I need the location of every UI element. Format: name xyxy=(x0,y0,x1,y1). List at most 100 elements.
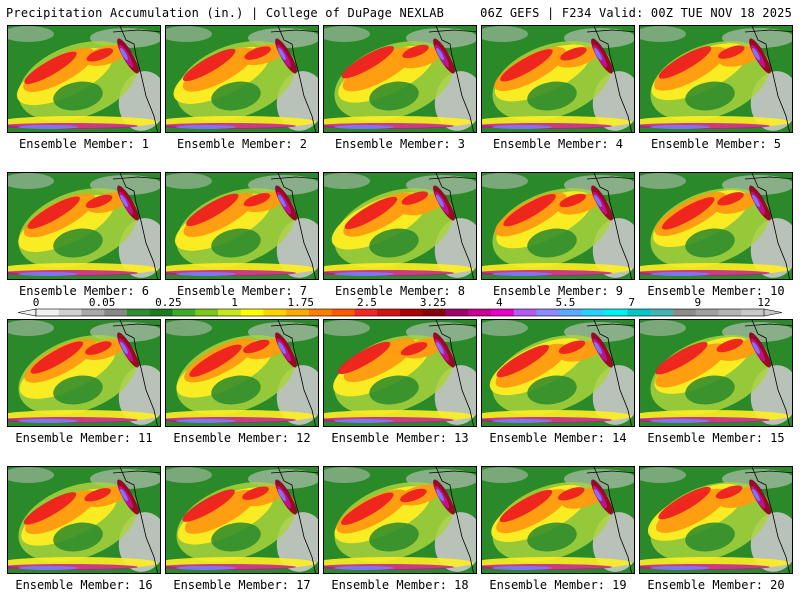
precip-area xyxy=(186,193,239,226)
colorbar-min-arrow xyxy=(17,308,37,317)
colorbar-swatch xyxy=(195,309,219,316)
precip-area xyxy=(118,71,160,131)
ensemble-member-label: Ensemble Member: 8 xyxy=(334,284,466,298)
ensemble-map-panel xyxy=(165,466,319,574)
precip-area xyxy=(640,26,686,42)
country-border xyxy=(586,29,634,33)
country-border xyxy=(744,29,792,33)
precip-area xyxy=(334,419,394,423)
coastline xyxy=(751,173,790,279)
coastline xyxy=(751,467,790,573)
precip-area xyxy=(752,341,760,355)
precip-area xyxy=(654,46,726,91)
colorbar-tick-label: 1 xyxy=(231,296,238,309)
ensemble-member-label: Ensemble Member: 17 xyxy=(173,578,311,592)
precip-area xyxy=(658,486,711,520)
precip-map xyxy=(166,467,318,573)
precip-area xyxy=(650,272,710,276)
country-border xyxy=(112,470,160,474)
precip-area xyxy=(750,71,792,131)
ensemble-map-panel xyxy=(639,466,793,574)
precip-area xyxy=(492,566,552,570)
precip-area xyxy=(527,81,577,111)
precip-area xyxy=(211,81,261,111)
precip-area xyxy=(640,467,686,483)
precip-area xyxy=(243,339,270,354)
precip-map xyxy=(324,320,476,426)
colorbar-swatch xyxy=(81,309,105,316)
coastline xyxy=(435,467,474,573)
precip-area xyxy=(18,272,78,276)
precip-area xyxy=(53,522,103,552)
precip-area xyxy=(752,488,760,502)
coastline xyxy=(435,320,474,426)
country-border xyxy=(744,176,792,180)
precip-area xyxy=(166,467,212,483)
coastline xyxy=(593,467,632,573)
colorbar-tick-label: 12 xyxy=(757,296,770,309)
colorbar-tick-label: 4 xyxy=(496,296,503,309)
precip-area xyxy=(278,341,286,355)
precip-area xyxy=(242,486,269,500)
precip-area xyxy=(482,320,528,336)
colorbar-swatch xyxy=(218,309,242,316)
precip-map xyxy=(482,320,634,426)
precip-area xyxy=(243,193,271,207)
precip-area xyxy=(211,228,261,258)
ensemble-map-panel xyxy=(165,25,319,133)
precip-area xyxy=(482,467,528,483)
precip-area xyxy=(18,566,78,570)
ensemble-map-panel xyxy=(7,172,161,280)
precip-area xyxy=(276,512,318,572)
precip-area xyxy=(594,341,602,355)
ensemble-member-label: Ensemble Member: 2 xyxy=(176,137,308,151)
colorbar-swatch xyxy=(400,309,424,316)
precip-area xyxy=(527,522,577,552)
coastline xyxy=(277,320,316,426)
colorbar-swatch xyxy=(741,309,765,316)
precip-area xyxy=(718,45,745,59)
precip-area xyxy=(120,194,128,208)
precip-area xyxy=(492,125,552,129)
ensemble-map-panel xyxy=(323,25,477,133)
precip-area xyxy=(495,343,568,388)
ensemble-member-label: Ensemble Member: 13 xyxy=(331,431,469,445)
colorbar-swatch xyxy=(286,309,310,316)
coastline xyxy=(119,173,158,279)
precip-area xyxy=(752,47,760,61)
precip-map xyxy=(640,320,792,426)
precip-area xyxy=(400,488,427,503)
precip-area xyxy=(369,522,419,552)
precip-area xyxy=(640,173,686,189)
ensemble-member-label: Ensemble Member: 15 xyxy=(647,431,785,445)
precip-area xyxy=(344,196,398,230)
precip-area xyxy=(278,488,286,502)
precip-map xyxy=(166,26,318,132)
colorbar-swatch xyxy=(718,309,742,316)
country-border xyxy=(428,470,476,474)
country-border xyxy=(744,470,792,474)
ensemble-map-panel xyxy=(639,319,793,427)
country-border xyxy=(270,176,318,180)
colorbar-swatch xyxy=(582,309,606,316)
ensemble-member-label: Ensemble Member: 12 xyxy=(173,431,311,445)
colorbar-tick-label: 0 xyxy=(33,296,40,309)
country-border xyxy=(428,323,476,327)
colorbar-swatch xyxy=(58,309,82,316)
precip-area xyxy=(655,488,728,533)
coastline xyxy=(119,320,158,426)
precip-map xyxy=(8,26,160,132)
precip-map xyxy=(324,26,476,132)
coastline xyxy=(435,26,474,132)
precip-area xyxy=(716,338,744,353)
ensemble-member-label: Ensemble Member: 4 xyxy=(492,137,624,151)
precip-area xyxy=(500,49,553,82)
precip-area xyxy=(434,71,476,131)
precip-area xyxy=(53,228,103,258)
coastline xyxy=(751,26,790,132)
precip-area xyxy=(166,26,212,42)
precip-area xyxy=(176,419,236,423)
precipitation-colorbar: 0 0.05 0.25 1 1.75 2.5 3.25 4 5.5 7 9 12 xyxy=(0,296,800,320)
ensemble-map-panel xyxy=(481,25,635,133)
precip-area xyxy=(436,194,444,208)
